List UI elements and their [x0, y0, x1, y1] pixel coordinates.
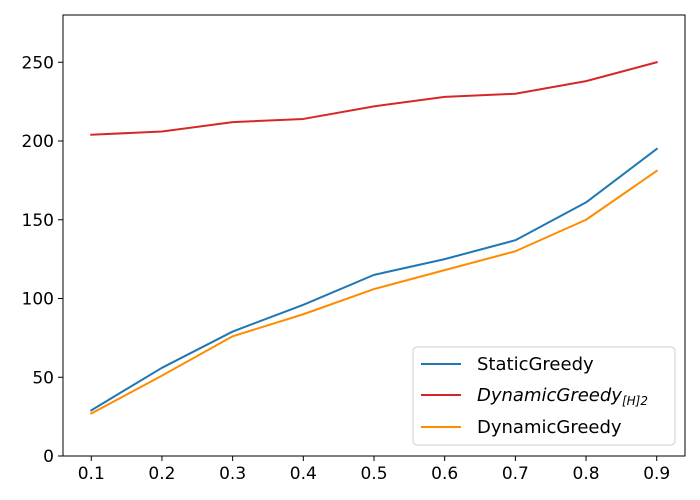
legend-label-1: DynamicGreedy[H]2	[477, 385, 648, 408]
x-tick-label: 0.7	[502, 464, 529, 484]
y-tick-label: 100	[22, 290, 54, 310]
x-tick-label: 0.2	[148, 464, 175, 484]
x-tick-label: 0.8	[573, 464, 600, 484]
y-tick-label: 200	[22, 132, 54, 152]
series-line-2	[89, 169, 659, 415]
x-tick-label: 0.4	[290, 464, 317, 484]
x-tick-label: 0.3	[219, 464, 246, 484]
x-tick-label: 0.1	[78, 464, 105, 484]
y-tick-label: 50	[32, 368, 54, 388]
legend-label-0: StaticGreedy	[477, 354, 594, 375]
x-tick-label: 0.6	[431, 464, 458, 484]
series-line-1	[90, 61, 658, 136]
legend: StaticGreedy DynamicGreedy[H]2 DynamicGree…	[412, 346, 676, 446]
x-axis: 0.1 0.2 0.3 0.4 0.5 0.6 0.7 0.8 0.9	[78, 456, 670, 484]
y-axis: 0 50 100 150 200 250	[22, 53, 63, 467]
y-tick-label: 250	[22, 53, 54, 73]
y-tick-label: 0	[43, 447, 54, 467]
plot-lines	[89, 61, 659, 415]
y-tick-label: 150	[22, 211, 54, 231]
legend-label-2: DynamicGreedy	[477, 417, 622, 438]
x-tick-label: 0.9	[643, 464, 670, 484]
x-tick-label: 0.5	[360, 464, 387, 484]
legend-box	[412, 346, 676, 446]
series-line-0	[89, 147, 659, 412]
